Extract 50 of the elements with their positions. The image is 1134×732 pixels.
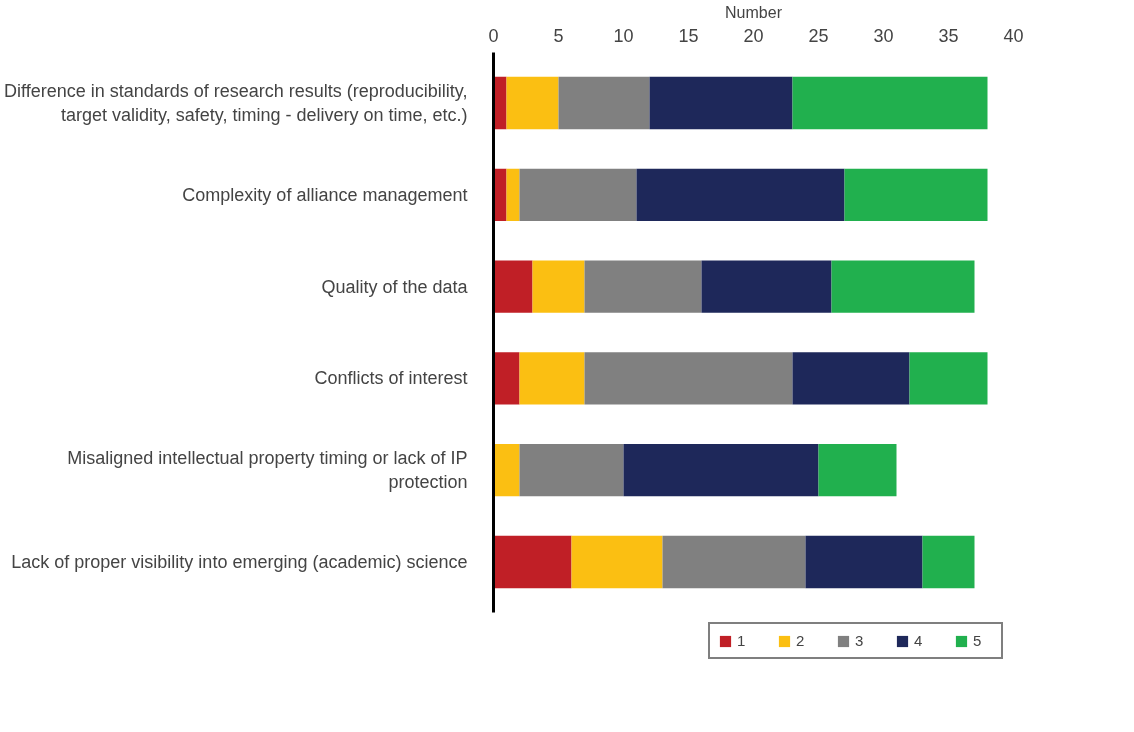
bar	[493, 535, 572, 589]
y-tick-label: Conflicts of interest	[314, 368, 468, 389]
bar	[818, 444, 897, 497]
bar	[493, 260, 533, 313]
legend-label: 3	[855, 632, 865, 649]
x-axis-title: Number	[725, 3, 783, 21]
legend-label: 1	[737, 632, 747, 649]
x-tick-label: 0	[488, 25, 499, 46]
legend-label: 4	[914, 632, 924, 649]
y-tick-label: Lack of proper visibility into emerging (academic) science	[11, 552, 468, 573]
bar	[493, 76, 507, 130]
bar	[701, 260, 832, 313]
bar	[909, 352, 988, 405]
bar	[506, 76, 559, 130]
y-tick-label: Difference in standards of research results (reproducibility, target validity, safety, timing - delivery on time, etc.)	[3, 80, 468, 125]
bar	[493, 168, 507, 221]
bar	[584, 352, 793, 405]
legend-label: 5	[973, 632, 983, 649]
bar	[519, 168, 637, 221]
bar	[532, 260, 585, 313]
bar	[493, 444, 520, 497]
bar	[922, 535, 975, 589]
bar	[792, 76, 988, 130]
bar	[844, 168, 988, 221]
x-tick-label: 25	[808, 25, 829, 46]
bar	[519, 444, 624, 497]
legend-label: 2	[796, 632, 806, 649]
x-tick-label: 35	[938, 25, 959, 46]
bar	[805, 535, 923, 589]
bar	[662, 535, 806, 589]
y-tick-label: Complexity of alliance management	[182, 184, 468, 205]
x-tick-label: 10	[613, 25, 634, 46]
x-tick-label: 30	[873, 25, 894, 46]
y-tick-label: Quality of the data	[321, 276, 469, 297]
bar	[493, 352, 520, 405]
x-tick-label: 20	[743, 25, 764, 46]
bar	[558, 76, 650, 130]
bar	[792, 352, 910, 405]
y-tick-label: Misaligned intellectual property timing or lack of IP protection	[67, 448, 468, 493]
bar	[506, 168, 520, 221]
x-tick-label: 15	[678, 25, 699, 46]
bar	[584, 260, 702, 313]
bar	[623, 444, 819, 497]
x-tick-label: 5	[553, 25, 564, 46]
bar	[636, 168, 845, 221]
x-tick-label: 40	[1003, 25, 1024, 46]
bar	[571, 535, 663, 589]
bar	[519, 352, 585, 405]
bar	[649, 76, 793, 130]
bar	[831, 260, 975, 313]
